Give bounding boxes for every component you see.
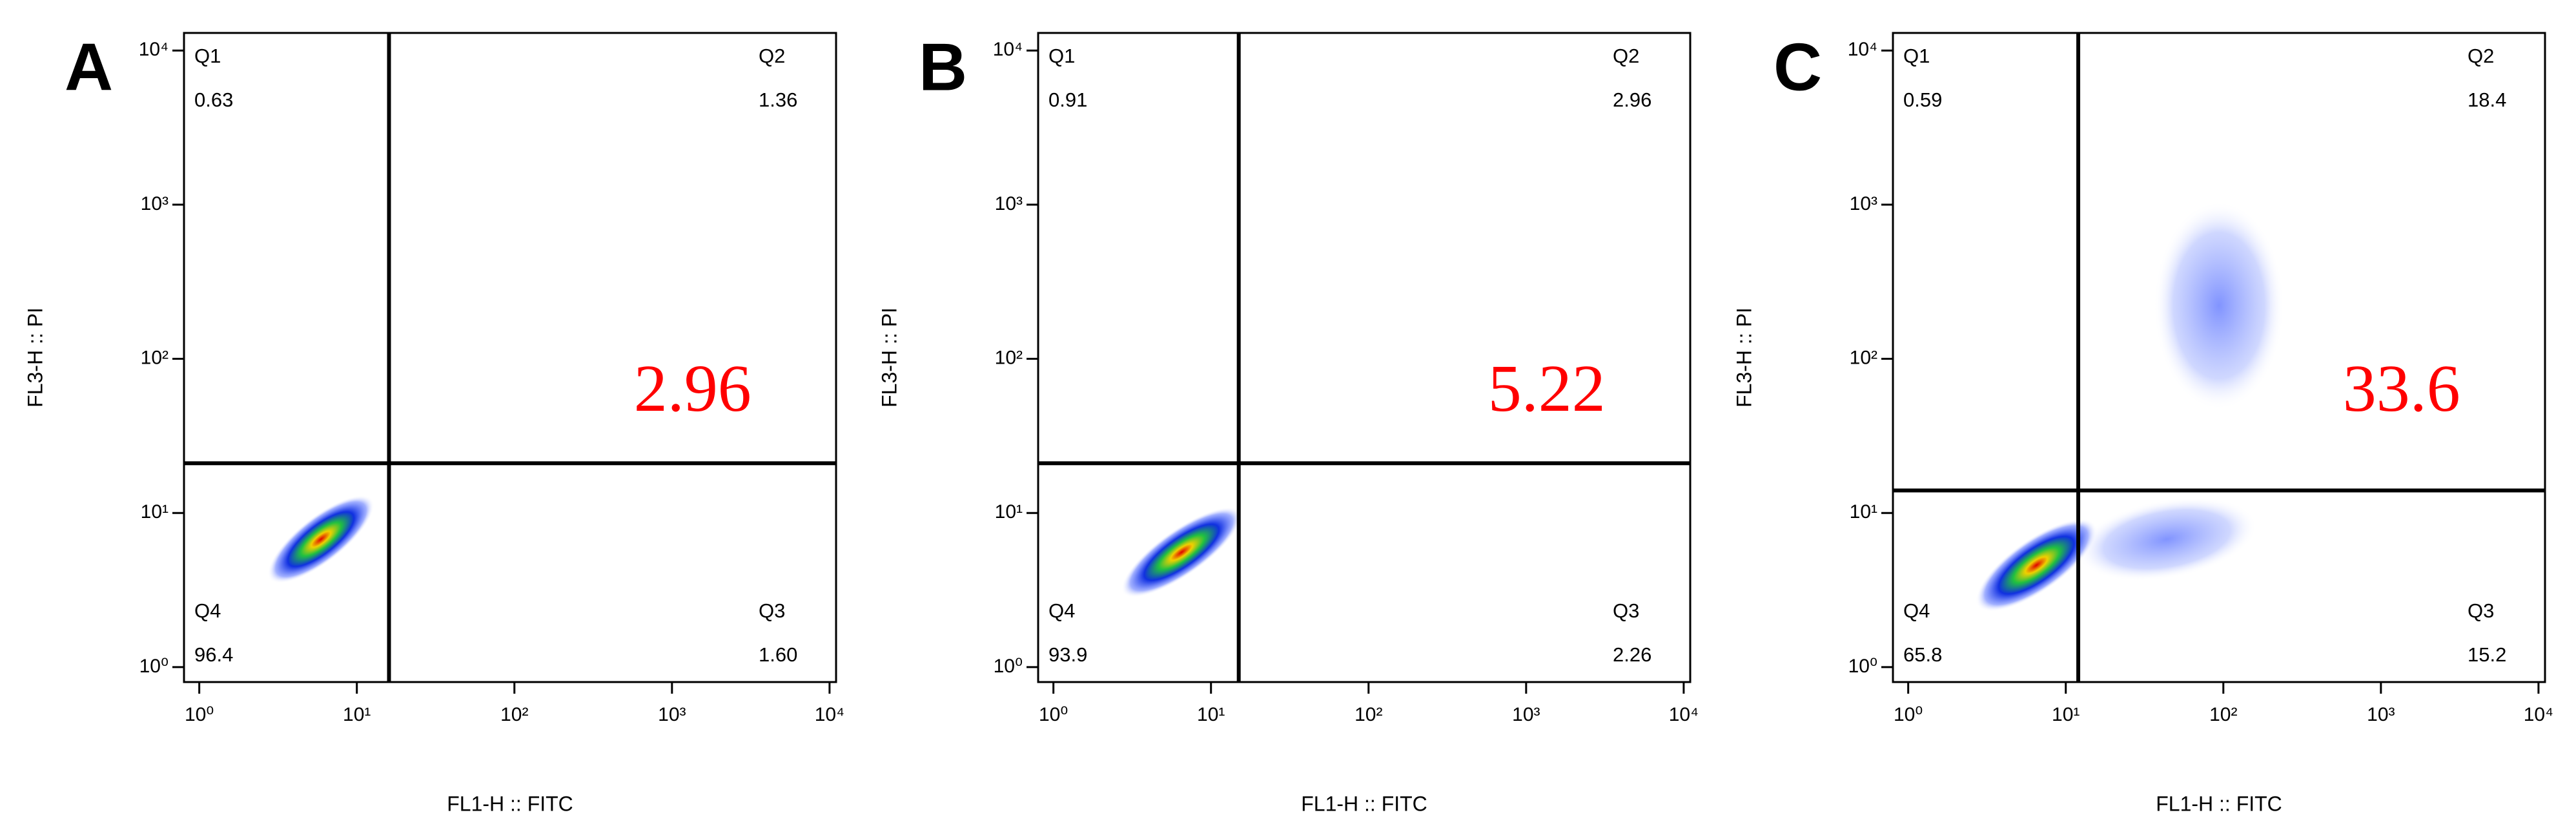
quadrant-percent: 93.9	[1048, 643, 1087, 666]
cell-cloud	[2076, 497, 2257, 581]
cell-cloud	[1976, 519, 2098, 612]
cell-cloud	[267, 495, 374, 584]
panel-label: B	[919, 30, 967, 105]
quadrant-name: Q2	[2468, 45, 2494, 67]
quadrant-percent: 2.26	[1613, 643, 1651, 666]
y-tick-label: 10²	[141, 347, 169, 368]
quadrant-percent: 0.63	[194, 88, 233, 111]
x-tick-label: 10⁰	[1894, 704, 1923, 725]
quadrant-percent: 96.4	[194, 643, 233, 666]
quadrant-name: Q4	[1048, 599, 1075, 622]
quadrant-percent: 0.59	[1903, 88, 1942, 111]
y-tick-label: 10⁰	[139, 656, 169, 677]
quadrant-name: Q3	[759, 599, 785, 622]
x-tick-label: 10²	[500, 704, 528, 725]
x-tick-label: 10¹	[2052, 704, 2080, 725]
quadrant-percent: 1.60	[759, 643, 797, 666]
y-tick-label: 10²	[995, 347, 1023, 368]
y-axis-label: FL3-H :: PI	[23, 307, 46, 408]
x-tick-label: 10³	[658, 704, 686, 725]
quadrant-name: Q4	[194, 599, 221, 622]
apoptosis-total: 5.22	[1488, 351, 1606, 426]
panel-label: A	[65, 30, 113, 105]
x-tick-label: 10³	[2367, 704, 2395, 725]
x-tick-label: 10⁴	[2524, 704, 2553, 725]
y-tick-label: 10⁴	[139, 39, 169, 60]
x-tick-label: 10¹	[1197, 704, 1225, 725]
y-tick-label: 10³	[1850, 193, 1877, 214]
y-tick-label: 10³	[141, 193, 169, 214]
y-tick-label: 10²	[1850, 347, 1877, 368]
apoptosis-total: 2.96	[634, 351, 751, 426]
x-axis-label: FL1-H :: FITC	[447, 792, 573, 815]
x-axis-label: FL1-H :: FITC	[1301, 792, 1427, 815]
x-tick-label: 10⁴	[1669, 704, 1699, 725]
quadrant-name: Q1	[1048, 45, 1075, 67]
quadrant-percent: 65.8	[1903, 643, 1942, 666]
plot-frame	[1037, 32, 1692, 683]
quadrant-percent: 2.96	[1613, 88, 1651, 111]
x-axis-label: FL1-H :: FITC	[2156, 792, 2282, 815]
quadrant-percent: 15.2	[2468, 643, 2506, 666]
quadrant-name: Q2	[759, 45, 785, 67]
x-tick-label: 10²	[2209, 704, 2237, 725]
quadrant-name: Q3	[1613, 599, 1639, 622]
quadrant-percent: 18.4	[2468, 88, 2506, 111]
x-tick-label: 10⁰	[185, 704, 214, 725]
y-tick-label: 10¹	[995, 501, 1023, 523]
quadrant-name: Q2	[1613, 45, 1639, 67]
x-tick-label: 10²	[1354, 704, 1382, 725]
quadrant-name: Q4	[1903, 599, 1930, 622]
apoptosis-total: 33.6	[2343, 351, 2460, 426]
y-tick-label: 10⁴	[993, 39, 1023, 60]
x-tick-label: 10³	[1512, 704, 1540, 725]
y-tick-label: 10⁰	[994, 656, 1023, 677]
cell-cloud	[2154, 201, 2284, 410]
y-axis-label: FL3-H :: PI	[1732, 307, 1755, 408]
cell-cloud	[1121, 507, 1242, 597]
y-axis-label: FL3-H :: PI	[877, 307, 901, 408]
x-tick-label: 10¹	[343, 704, 371, 725]
quadrant-name: Q1	[194, 45, 221, 67]
panel-label: C	[1774, 30, 1822, 105]
quadrant-name: Q3	[2468, 599, 2494, 622]
y-tick-label: 10³	[995, 193, 1023, 214]
y-tick-label: 10¹	[1850, 501, 1877, 523]
x-tick-label: 10⁰	[1039, 704, 1068, 725]
y-tick-label: 10¹	[141, 501, 169, 523]
y-tick-label: 10⁰	[1848, 656, 1877, 677]
quadrant-percent: 1.36	[759, 88, 797, 111]
plot-frame	[183, 32, 837, 683]
quadrant-name: Q1	[1903, 45, 1930, 67]
plot-frame	[1892, 32, 2546, 683]
quadrant-percent: 0.91	[1048, 88, 1087, 111]
x-tick-label: 10⁴	[815, 704, 844, 725]
y-tick-label: 10⁴	[1848, 39, 1877, 60]
